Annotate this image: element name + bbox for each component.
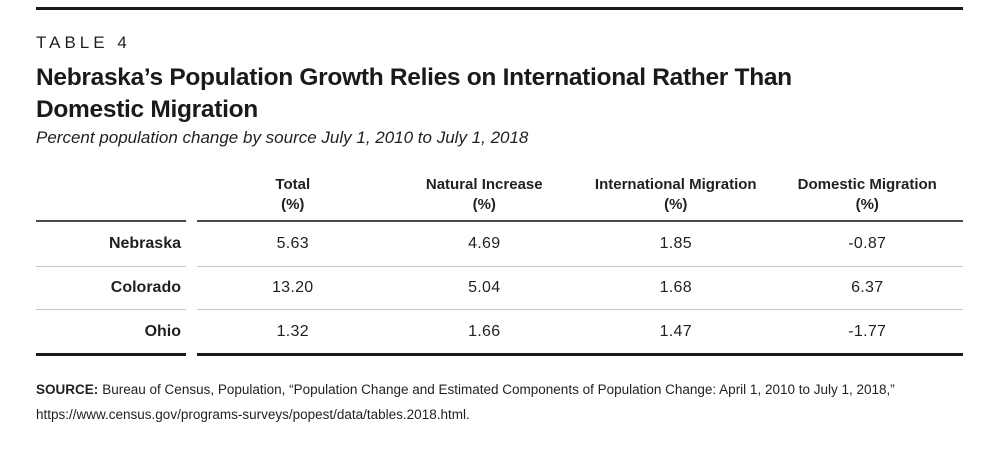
row-label: Ohio: [36, 310, 186, 356]
column-header-total: Total (%): [197, 175, 389, 220]
table-number-label: TABLE 4: [36, 33, 131, 52]
source-note: SOURCE: Bureau of Census, Population, “Po…: [36, 377, 936, 427]
row-data-cells: 1.32 1.66 1.47 -1.77: [197, 310, 963, 356]
top-rule: [36, 7, 963, 10]
figure-subtitle: Percent population change by source July…: [36, 128, 529, 147]
row-label: Colorado: [36, 267, 186, 310]
row-label: Nebraska: [36, 222, 186, 267]
row-data-cells: 13.20 5.04 1.68 6.37: [197, 267, 963, 310]
table-header-row: Total (%) Natural Increase (%) Internati…: [36, 175, 963, 222]
table-row-ohio: Ohio 1.32 1.66 1.47 -1.77: [36, 310, 963, 356]
figure-title-line-1: Nebraska’s Population Growth Relies on I…: [36, 64, 792, 91]
column-header-label: Natural Increase: [425, 176, 543, 193]
cell-total: 13.20: [271, 279, 314, 296]
column-header-unit: (%): [855, 196, 879, 213]
column-header-label: Total: [275, 176, 311, 193]
column-header-natural-increase: Natural Increase (%): [389, 175, 581, 220]
data-table: Total (%) Natural Increase (%) Internati…: [36, 175, 963, 356]
column-header-domestic-migration: Domestic Migration (%): [772, 175, 964, 220]
source-line-2-url: https://www.census.gov/programs-surveys/…: [36, 407, 470, 422]
column-gutter: [186, 310, 197, 356]
column-header-unit: (%): [664, 196, 688, 213]
column-header-label: International Migration: [594, 176, 757, 193]
source-text: Bureau of Census, Population, “Populatio…: [102, 382, 895, 397]
header-stub-cell: [36, 175, 186, 222]
column-header-unit: (%): [281, 196, 305, 213]
cell-total: 1.32: [276, 322, 309, 340]
cell-domestic-migration: -0.87: [848, 235, 887, 252]
column-gutter: [186, 267, 197, 310]
cell-international-migration: 1.47: [659, 322, 692, 340]
table-row-colorado: Colorado 13.20 5.04 1.68 6.37: [36, 267, 963, 310]
cell-domestic-migration: -1.77: [848, 322, 887, 340]
figure-title-line-2: Domestic Migration: [36, 96, 258, 123]
cell-natural-increase: 1.66: [468, 322, 501, 340]
cell-international-migration: 1.85: [659, 235, 692, 252]
cell-natural-increase: 4.69: [468, 235, 501, 252]
cell-total: 5.63: [276, 235, 309, 252]
table-row-nebraska: Nebraska 5.63 4.69 1.85 -0.87: [36, 222, 963, 267]
cell-domestic-migration: 6.37: [851, 279, 884, 296]
source-line-1: SOURCE: Bureau of Census, Population, “Po…: [36, 377, 936, 402]
column-header-international-migration: International Migration (%): [580, 175, 772, 220]
column-gutter: [186, 175, 197, 222]
header-data-cells: Total (%) Natural Increase (%) Internati…: [197, 175, 963, 222]
cell-natural-increase: 5.04: [468, 279, 501, 296]
cell-international-migration: 1.68: [659, 279, 692, 296]
column-header-unit: (%): [472, 196, 496, 213]
column-gutter: [186, 222, 197, 267]
column-header-label: Domestic Migration: [797, 176, 937, 193]
source-label: SOURCE:: [36, 382, 99, 397]
figure-title: Nebraska’s Population Growth Relies on I…: [36, 62, 963, 126]
row-data-cells: 5.63 4.69 1.85 -0.87: [197, 222, 963, 267]
